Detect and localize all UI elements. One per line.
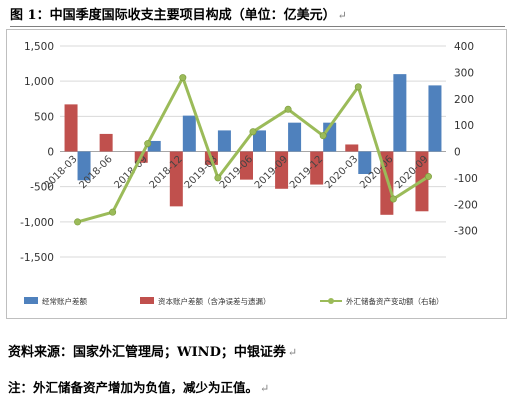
bar	[428, 85, 442, 152]
chart-title: 图 1：中国季度国际收支主要项目构成（单位：亿美元） ↵	[10, 4, 505, 23]
bar	[182, 115, 196, 152]
legend-label: 外汇储备资产变动额（右轴）	[346, 296, 444, 306]
line-point	[214, 174, 222, 182]
footnote: 注：外汇储备资产增加为负值，减少为正值。 ↵	[8, 377, 269, 396]
bar	[77, 151, 91, 181]
bar	[288, 122, 302, 152]
y-right-tick-label: -100	[454, 173, 478, 185]
y-right-tick-label: -200	[454, 199, 478, 211]
y-right-tick-label: 0	[454, 147, 461, 159]
bar	[217, 130, 231, 152]
y-right-tick-label: 200	[454, 94, 474, 106]
footnote-text: 注：外汇储备资产增加为负值，减少为正值。	[8, 380, 259, 395]
legend-swatch-reserve-marker	[328, 298, 334, 304]
y-right-tick-label: 300	[454, 67, 474, 79]
x-tick-label: 2019-03	[183, 154, 220, 191]
y-left-tick-label: 1,000	[24, 76, 54, 88]
y-right-tick-label: 100	[454, 120, 474, 132]
chart-frame	[6, 29, 507, 319]
y-right-tick-label: -300	[454, 226, 478, 238]
bar	[358, 151, 372, 175]
legend-label: 资本账户差额（含净误差与遗漏）	[158, 296, 271, 306]
bar	[393, 74, 407, 152]
bar	[240, 151, 253, 180]
line-point	[144, 140, 152, 148]
source-text: 资料来源：国家外汇管理局；WIND；中银证券	[8, 345, 286, 360]
chart: -1,500 -1,000 -500 0 500 1,000 1,500 -300 -200 -1…	[6, 29, 507, 319]
y-left-tick-label: 0	[47, 147, 54, 159]
bar	[275, 151, 289, 189]
x-tick-label: 2018-03	[42, 154, 79, 191]
bar	[253, 130, 266, 152]
source-note: 资料来源：国家外汇管理局；WIND；中银证券 ↵	[8, 341, 297, 360]
line-point	[424, 173, 432, 181]
legend-label: 经常账户差额	[42, 296, 87, 306]
paragraph-mark-icon: ↵	[260, 382, 270, 395]
bar	[147, 140, 161, 152]
line-point	[354, 83, 362, 91]
bar-series	[77, 74, 442, 181]
line-point	[179, 74, 187, 82]
line-points	[74, 74, 432, 226]
bar	[345, 144, 359, 152]
bar	[169, 151, 183, 207]
line-point	[389, 195, 397, 203]
y-left-tick-label: -1,500	[20, 252, 54, 264]
y-left-tick-label: 1,500	[24, 41, 54, 53]
legend-swatch-capital	[140, 297, 154, 304]
y-right-tick-label: 400	[454, 41, 474, 53]
bar	[64, 104, 78, 152]
paragraph-mark-icon: ↵	[337, 9, 347, 22]
y-left-tick-label: -1,000	[20, 217, 54, 229]
line-point	[319, 132, 327, 140]
line-point	[284, 105, 292, 113]
x-tick-label: 2018-09	[113, 154, 150, 191]
line-point	[249, 128, 257, 136]
x-tick-label: 2020-03	[323, 154, 360, 191]
y-left-tick-label: -500	[30, 182, 54, 194]
bar	[99, 133, 113, 152]
bar	[310, 151, 324, 185]
title-divider	[10, 26, 505, 27]
line-point	[74, 218, 82, 226]
paragraph-mark-icon: ↵	[287, 346, 298, 359]
chart-title-text: 图 1：中国季度国际收支主要项目构成（单位：亿美元）	[10, 8, 336, 23]
y-left-tick-label: 500	[34, 111, 54, 123]
line-point	[109, 208, 117, 216]
legend: 经常账户差额 资本账户差额（含净误差与遗漏） 外汇储备资产变动额（右轴）	[24, 296, 444, 306]
legend-swatch-current	[24, 297, 38, 304]
